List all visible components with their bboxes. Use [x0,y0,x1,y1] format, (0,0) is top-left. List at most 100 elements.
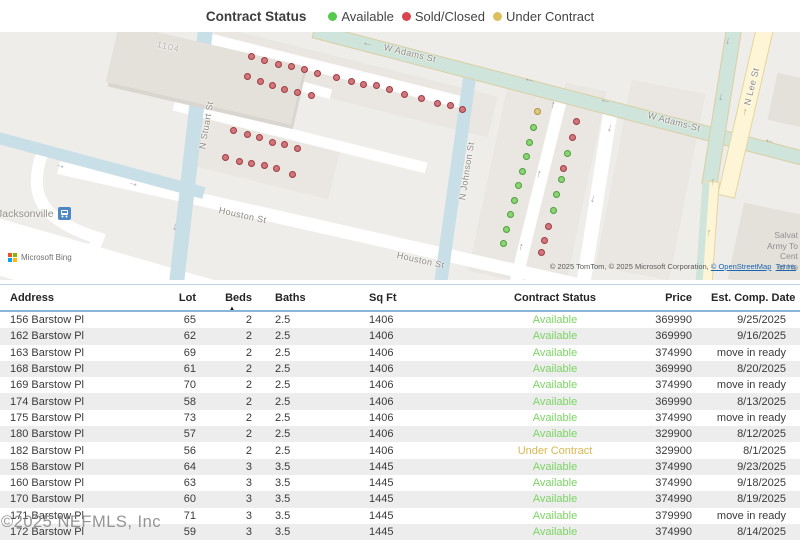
sold-closed-home-dot[interactable] [544,222,552,230]
sold-closed-home-dot[interactable] [288,170,296,178]
table-cell[interactable]: 2 [245,379,252,392]
table-cell[interactable]: 2 [245,411,252,424]
available-home-dot[interactable] [502,225,510,233]
table-cell[interactable]: 9/18/2025 [737,477,786,490]
legend-item[interactable]: Under Contract [493,9,594,24]
sold-closed-home-dot[interactable] [260,56,268,64]
table-cell[interactable]: 2.5 [275,314,291,327]
table-row[interactable]: 175 Barstow Pl 73 2 2.5 1406 Available 374990 m… [0,410,800,426]
table-cell[interactable]: 163 Barstow Pl [10,346,84,359]
column-header-price[interactable]: Price [648,284,710,312]
table-cell[interactable]: 57 [183,428,196,441]
sold-closed-home-dot[interactable] [359,80,367,88]
openstreetmap-link[interactable]: © OpenStreetMap [710,262,772,271]
table-cell[interactable]: Available [532,314,578,327]
table-cell[interactable]: 8/12/2025 [737,428,786,441]
table-cell[interactable]: 172 Barstow Pl [10,526,84,538]
table-cell[interactable]: Available [532,330,578,343]
sold-closed-home-dot[interactable] [247,159,255,167]
table-cell[interactable]: 369990 [655,314,692,327]
table-cell[interactable]: 182 Barstow Pl [10,444,84,457]
available-home-dot[interactable] [510,196,518,204]
sold-closed-home-dot[interactable] [268,81,276,89]
table-cell[interactable]: move in ready [716,411,786,424]
available-home-dot[interactable] [499,239,507,247]
sold-closed-home-dot[interactable] [221,153,229,161]
table-cell[interactable]: 2 [245,314,252,327]
table-cell[interactable]: 169 Barstow Pl [10,379,84,392]
table-cell[interactable]: 180 Barstow Pl [10,428,84,441]
table-cell[interactable]: 71 [183,509,196,522]
table-cell[interactable]: 1445 [369,477,394,490]
table-cell[interactable]: 374990 [655,493,692,506]
map-visual[interactable]: Jacksonville Salvat Army To Cent of Ho Micr… [0,32,800,280]
table-cell[interactable]: 58 [183,395,196,408]
sold-closed-home-dot[interactable] [243,72,251,80]
table-cell[interactable]: 162 Barstow Pl [10,330,84,343]
table-row[interactable]: 158 Barstow Pl 64 3 3.5 1445 Available 374990 9… [0,458,800,475]
sold-closed-home-dot[interactable] [293,88,301,96]
table-cell[interactable]: 171 Barstow Pl [10,509,84,522]
column-header-address[interactable]: Address [0,284,160,312]
sold-closed-home-dot[interactable] [372,81,380,89]
sold-closed-home-dot[interactable] [400,90,408,98]
table-cell[interactable]: 70 [183,379,196,392]
table-cell[interactable]: 379990 [655,509,692,522]
available-home-dot[interactable] [549,206,557,214]
table-cell[interactable]: 63 [183,477,196,490]
table-cell[interactable]: move in ready [716,379,786,392]
sold-closed-home-dot[interactable] [256,77,264,85]
table-cell[interactable]: 369990 [655,395,692,408]
sold-closed-home-dot[interactable] [293,144,301,152]
table-cell[interactable]: 8/1/2025 [743,444,786,457]
table-cell[interactable]: 2.5 [275,411,291,424]
table-cell[interactable]: 2.5 [275,363,291,376]
table-cell[interactable]: Available [532,395,578,408]
table-cell[interactable]: 1406 [369,411,394,424]
legend-item[interactable]: Sold/Closed [401,9,485,24]
table-cell[interactable]: 160 Barstow Pl [10,477,84,490]
sold-closed-home-dot[interactable] [446,101,454,109]
sold-closed-home-dot[interactable] [272,164,280,172]
table-cell[interactable]: 65 [183,314,196,327]
table-cell[interactable]: 8/19/2025 [737,493,786,506]
table-cell[interactable]: 64 [183,460,196,473]
table-cell[interactable]: 2 [245,363,252,376]
table-cell[interactable]: 62 [183,330,196,343]
table-cell[interactable]: 3.5 [275,509,291,522]
available-home-dot[interactable] [506,210,514,218]
column-header-lot[interactable]: Lot [160,284,200,312]
table-cell[interactable]: 60 [183,493,196,506]
table-cell[interactable]: Available [532,509,578,522]
table-cell[interactable]: 2.5 [275,330,291,343]
sold-closed-home-dot[interactable] [268,138,276,146]
available-home-dot[interactable] [529,123,537,131]
table-cell[interactable]: 168 Barstow Pl [10,363,84,376]
table-cell[interactable]: Available [532,379,578,392]
table-cell[interactable]: 2 [245,346,252,359]
sold-closed-home-dot[interactable] [274,60,282,68]
table-cell[interactable]: 1406 [369,379,394,392]
table-cell[interactable]: 156 Barstow Pl [10,314,84,327]
table-cell[interactable]: 158 Barstow Pl [10,460,84,473]
table-cell[interactable]: 69 [183,346,196,359]
sold-closed-home-dot[interactable] [347,77,355,85]
table-cell[interactable]: 1445 [369,509,394,522]
table-cell[interactable]: 374990 [655,379,692,392]
table-cell[interactable]: Available [532,411,578,424]
table-cell[interactable]: 374990 [655,526,692,538]
table-cell[interactable]: move in ready [716,346,786,359]
sold-closed-home-dot[interactable] [433,99,441,107]
sold-closed-home-dot[interactable] [243,130,251,138]
table-cell[interactable]: 329900 [655,428,692,441]
table-cell[interactable]: Available [532,428,578,441]
table-cell[interactable]: 3 [245,477,252,490]
table-cell[interactable]: 1406 [369,444,394,457]
table-cell[interactable]: 374990 [655,346,692,359]
under-contract-home-dot[interactable] [533,107,541,115]
available-home-dot[interactable] [514,181,522,189]
sold-closed-home-dot[interactable] [385,85,393,93]
table-cell[interactable]: 2 [245,330,252,343]
column-header-beds[interactable]: Beds ▲ [200,284,255,312]
sold-closed-home-dot[interactable] [307,91,315,99]
